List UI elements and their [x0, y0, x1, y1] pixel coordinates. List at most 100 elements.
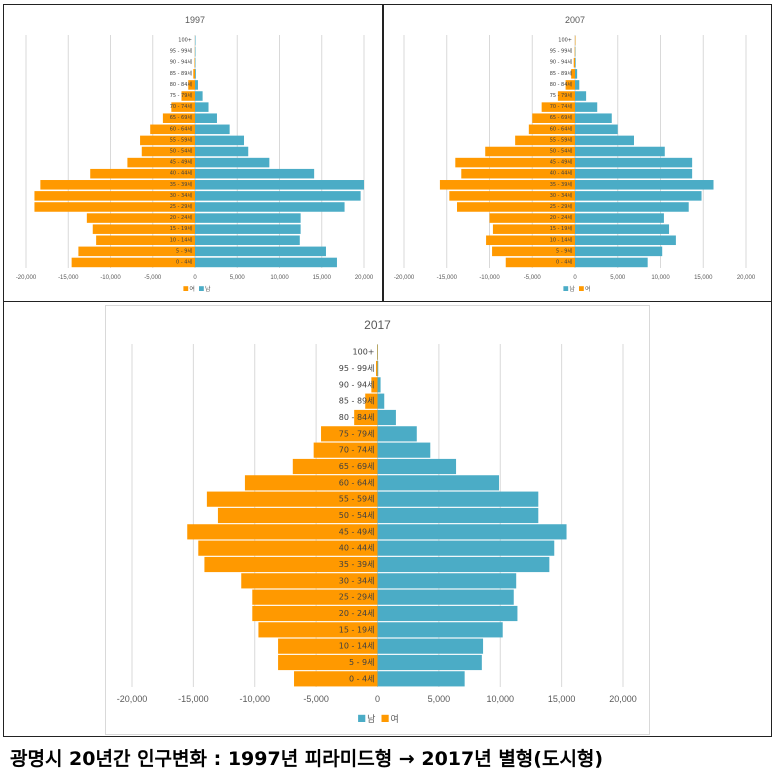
bar-male-10: [377, 507, 539, 524]
bar-female-8: [90, 168, 195, 179]
bar-male-14: [377, 442, 431, 458]
x-tick-label: -15,000: [437, 275, 458, 281]
x-tick-label: 5,000: [230, 275, 246, 281]
bar-male-16: [377, 409, 396, 426]
category-label: 60 - 64세: [550, 125, 573, 132]
category-label: 65 - 69세: [339, 462, 375, 471]
category-label: 45 - 49세: [170, 159, 193, 166]
category-label: 40 - 44세: [339, 544, 375, 553]
category-label: 75 - 79세: [170, 92, 193, 99]
x-tick-label: -5,000: [524, 275, 542, 281]
x-tick-label: 20,000: [355, 275, 374, 281]
legend-swatch: [199, 286, 204, 291]
legend-label: 여: [585, 285, 591, 293]
bar-male-7: [575, 180, 714, 190]
bar-female-1: [78, 246, 195, 257]
bar-male-19: [195, 46, 196, 57]
bar-female-8: [461, 168, 575, 179]
category-label: 35 - 39세: [550, 181, 573, 188]
category-label: 80 - 84세: [550, 81, 573, 88]
x-tick-label: 5,000: [428, 694, 451, 704]
bar-male-20: [195, 35, 196, 46]
bar-male-4: [377, 605, 518, 622]
bar-female-2: [486, 235, 575, 246]
x-tick-label: 15,000: [548, 694, 576, 704]
x-tick-label: 20,000: [609, 694, 637, 704]
bar-female-4: [86, 213, 195, 223]
bar-male-12: [195, 124, 230, 135]
bar-male-1: [195, 246, 326, 257]
bar-male-11: [575, 135, 634, 146]
bar-male-18: [195, 57, 196, 68]
bar-female-12: [150, 124, 195, 135]
bar-male-14: [575, 102, 598, 112]
legend-swatch: [563, 286, 569, 291]
bar-male-18: [575, 57, 576, 68]
bar-male-12: [377, 475, 500, 491]
x-tick-label: -10,000: [100, 275, 121, 281]
category-label: 10 - 14세: [170, 236, 193, 243]
bar-male-8: [575, 168, 693, 179]
category-label: 25 - 29세: [550, 203, 573, 210]
category-label: 70 - 74세: [170, 103, 193, 110]
bar-male-3: [195, 224, 301, 234]
legend-label: 남: [205, 285, 211, 293]
bar-male-16: [575, 80, 580, 90]
bar-male-0: [377, 671, 465, 687]
bar-male-3: [377, 622, 503, 638]
bar-male-13: [195, 113, 217, 123]
bar-male-5: [575, 202, 689, 212]
pyramid-chart-2017: 2017 -20,000 -15,000 -10,000 -5,000 0 5,000 10,…: [117, 318, 637, 725]
category-label: 25 - 29세: [170, 203, 193, 210]
category-label: 30 - 34세: [170, 192, 193, 199]
x-tick-label: 10,000: [486, 694, 514, 704]
category-label: 100+: [558, 38, 572, 44]
bar-female-6: [241, 573, 378, 589]
bar-female-13: [162, 113, 195, 123]
bar-female-9: [455, 157, 575, 168]
bar-female-11: [206, 491, 378, 507]
bar-female-17: [193, 69, 195, 79]
bar-female-9: [187, 524, 378, 540]
category-label: 45 - 49세: [550, 159, 573, 166]
legend-swatch: [358, 714, 366, 722]
bar-female-16: [188, 80, 195, 90]
bar-female-2: [96, 235, 195, 246]
bar-male-10: [195, 146, 249, 157]
legend-swatch: [183, 286, 189, 291]
bar-female-18: [371, 377, 378, 393]
bar-female-14: [541, 102, 575, 112]
legend-swatch: [381, 714, 389, 722]
bar-female-9: [127, 157, 195, 168]
bar-male-11: [195, 135, 245, 146]
x-tick-label: 0: [193, 275, 197, 281]
bar-male-5: [195, 202, 345, 212]
chart-panel-2017-frame: 2017 -20,000 -15,000 -10,000 -5,000 0 5,000 10,…: [3, 301, 772, 737]
bar-male-0: [575, 257, 648, 268]
bar-female-18: [573, 57, 575, 68]
bar-male-15: [575, 91, 587, 101]
category-label: 5 - 9세: [556, 247, 572, 254]
category-label: 65 - 69세: [550, 114, 573, 121]
x-tick-label: 10,000: [651, 275, 670, 281]
category-label: 5 - 9세: [349, 658, 375, 667]
bar-male-13: [377, 458, 457, 475]
x-tick-label: 10,000: [270, 275, 289, 281]
bar-female-10: [485, 146, 575, 157]
bar-male-9: [575, 157, 693, 168]
bar-male-4: [195, 213, 301, 223]
category-label: 15 - 19세: [339, 625, 375, 634]
bar-female-5: [457, 202, 575, 212]
bar-male-8: [377, 540, 555, 556]
bar-female-15: [557, 91, 575, 101]
bar-female-14: [171, 102, 195, 112]
bar-male-2: [575, 235, 676, 246]
bar-male-2: [377, 638, 484, 654]
x-tick-label: -20,000: [16, 275, 37, 281]
category-label: 15 - 19세: [170, 225, 193, 232]
category-label: 100+: [353, 348, 375, 357]
bar-female-3: [258, 622, 378, 638]
bar-female-19: [376, 360, 378, 377]
bar-male-6: [195, 191, 361, 201]
chart-panel-2017: 2017 -20,000 -15,000 -10,000 -5,000 0 5,000 10,…: [105, 305, 650, 735]
